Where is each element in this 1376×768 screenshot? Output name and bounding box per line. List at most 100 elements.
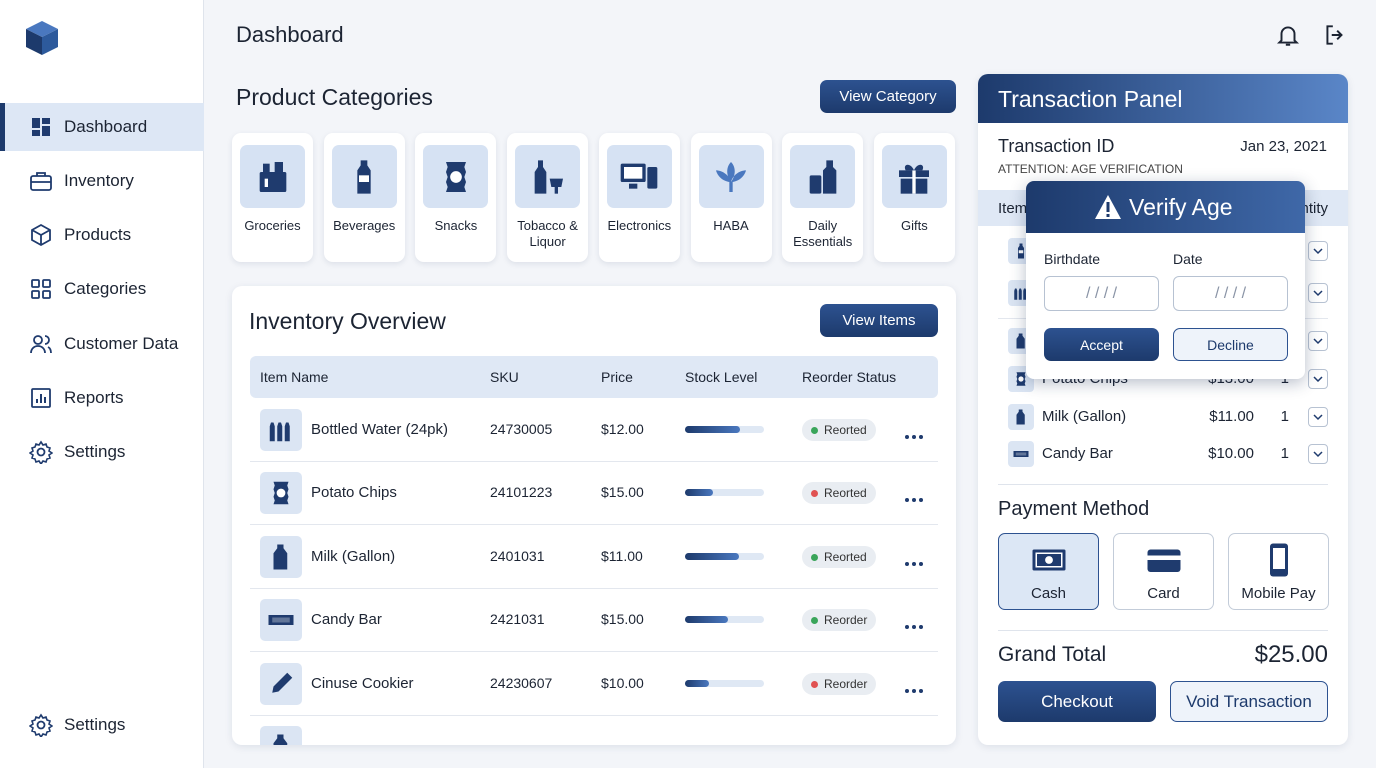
sku: 24730005 bbox=[490, 421, 553, 437]
checkout-button[interactable]: Checkout bbox=[998, 681, 1156, 722]
category-card[interactable]: Beverages bbox=[323, 133, 405, 262]
row-menu[interactable] bbox=[904, 681, 924, 693]
qty-dropdown[interactable] bbox=[1308, 406, 1328, 427]
payment-title: Payment Method bbox=[998, 498, 1150, 520]
icon-part bbox=[357, 159, 371, 194]
icon-part bbox=[1313, 376, 1323, 383]
icon-part bbox=[1013, 451, 1029, 457]
icon-part bbox=[534, 159, 563, 194]
icon bbox=[606, 145, 672, 208]
view-items-button[interactable]: View Items bbox=[820, 304, 938, 337]
category-card[interactable]: Snacks bbox=[415, 133, 497, 262]
payment-label: Mobile Pay bbox=[1241, 585, 1316, 602]
icon-part bbox=[1313, 376, 1323, 383]
void-button[interactable]: Void Transaction bbox=[1170, 681, 1328, 722]
icon-part bbox=[1313, 451, 1323, 458]
category-card[interactable]: Tobacco & Liquor bbox=[507, 133, 589, 262]
payment-option[interactable]: Mobile Pay bbox=[1228, 533, 1329, 610]
category-label: Electronics bbox=[607, 218, 672, 233]
category-card[interactable]: Groceries bbox=[232, 133, 313, 262]
stock-track bbox=[685, 679, 764, 687]
icon-part bbox=[32, 118, 50, 136]
icon-part bbox=[1147, 549, 1181, 572]
item-name: Bottled Water (24pk) bbox=[311, 421, 448, 438]
icon bbox=[260, 662, 302, 705]
category-card[interactable]: Electronics bbox=[598, 133, 680, 262]
row-menu[interactable] bbox=[904, 617, 924, 630]
icon-part bbox=[269, 422, 290, 442]
icon-part bbox=[809, 159, 837, 194]
icon bbox=[423, 145, 489, 208]
decline-button[interactable]: Decline bbox=[1173, 328, 1288, 361]
nav-item[interactable]: Products bbox=[64, 225, 132, 244]
icon-part bbox=[359, 174, 370, 182]
status-text: Reorted bbox=[824, 549, 867, 564]
status-text: Reorder bbox=[824, 676, 868, 691]
icon-part bbox=[273, 544, 288, 570]
nav-item[interactable]: Reports bbox=[64, 388, 124, 407]
icon-part bbox=[1313, 248, 1323, 255]
payment-option[interactable]: Card bbox=[1113, 533, 1214, 610]
stock-track bbox=[685, 489, 764, 497]
icon-part bbox=[28, 440, 54, 466]
qty-dropdown[interactable] bbox=[1308, 241, 1328, 261]
status-pill: Reorted bbox=[802, 419, 876, 441]
category-label: Beverages bbox=[333, 218, 396, 233]
category-label: Snacks bbox=[434, 218, 478, 233]
icon-part bbox=[919, 561, 923, 566]
icon-part bbox=[905, 688, 909, 693]
warning-icon bbox=[1095, 195, 1121, 219]
qty-dropdown[interactable] bbox=[1308, 444, 1328, 464]
logo bbox=[26, 21, 58, 55]
category-card[interactable]: HABA bbox=[690, 133, 772, 262]
payment-option[interactable]: Cash bbox=[998, 533, 1099, 610]
category-card[interactable]: Gifts bbox=[873, 133, 955, 262]
nav-item[interactable]: Categories bbox=[64, 279, 147, 298]
date-input[interactable]: / / / / bbox=[1173, 276, 1288, 311]
total-label: Grand Total bbox=[998, 643, 1107, 666]
icon-part bbox=[273, 734, 288, 745]
row-menu[interactable] bbox=[904, 427, 924, 439]
qty-dropdown[interactable] bbox=[1308, 331, 1328, 351]
icon-part bbox=[624, 166, 643, 179]
nav-item[interactable]: Settings bbox=[64, 715, 126, 734]
icon-part bbox=[1106, 214, 1110, 217]
icon-part bbox=[905, 625, 909, 630]
birthdate-input[interactable]: / / / / bbox=[1044, 276, 1159, 311]
row-menu[interactable] bbox=[904, 554, 924, 566]
icon-part bbox=[620, 163, 658, 189]
category-card[interactable]: Daily Essentials bbox=[782, 133, 864, 262]
icon-part bbox=[899, 164, 930, 194]
item-name: Milk (Gallon) bbox=[1042, 407, 1127, 425]
nav-icon bbox=[28, 713, 54, 739]
icon-part bbox=[905, 498, 909, 503]
payment-icon bbox=[1142, 542, 1186, 578]
icon-part bbox=[912, 625, 916, 630]
category-label: HABA bbox=[713, 218, 749, 233]
nav-item[interactable]: Inventory bbox=[64, 171, 134, 190]
status-pill: Reorted bbox=[802, 482, 876, 505]
icon-part bbox=[36, 394, 46, 403]
icon-part bbox=[1106, 202, 1110, 212]
nav-item[interactable]: Settings bbox=[64, 442, 126, 461]
logout-icon[interactable] bbox=[1322, 22, 1348, 48]
nav-item[interactable]: Dashboard bbox=[64, 117, 148, 136]
qty-dropdown[interactable] bbox=[1308, 283, 1328, 303]
field-label: Date bbox=[1173, 251, 1203, 267]
icon-part bbox=[905, 688, 923, 693]
icon-part bbox=[1147, 555, 1181, 560]
icon-part bbox=[28, 440, 54, 466]
icon-part bbox=[1016, 409, 1025, 424]
nav-item[interactable]: Customer Data bbox=[64, 334, 179, 353]
icon-part bbox=[1013, 451, 1029, 457]
total-value: $25.00 bbox=[1254, 641, 1328, 668]
transaction-date: Jan 23, 2021 bbox=[1240, 138, 1327, 155]
icon bbox=[881, 145, 947, 208]
accept-button[interactable]: Accept bbox=[1044, 328, 1159, 361]
qty-dropdown[interactable] bbox=[1308, 369, 1328, 389]
payment-label: Card bbox=[1147, 585, 1180, 602]
stock-bar bbox=[685, 616, 729, 624]
bell-icon[interactable] bbox=[1275, 22, 1301, 48]
row-menu[interactable] bbox=[904, 490, 924, 503]
view-category-button[interactable]: View Category bbox=[820, 80, 956, 113]
